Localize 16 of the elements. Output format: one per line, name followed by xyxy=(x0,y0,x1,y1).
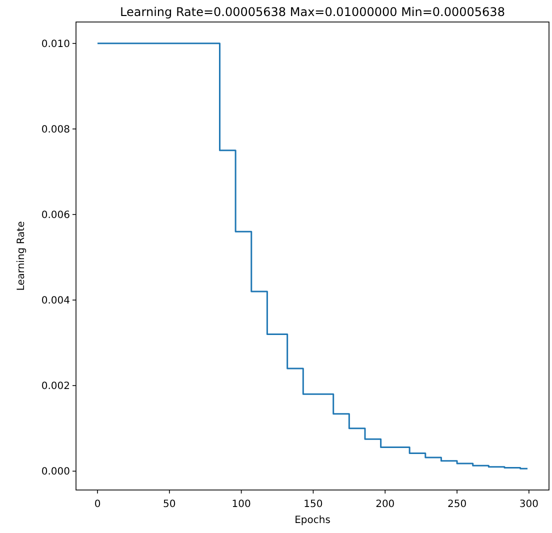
x-tick-label: 300 xyxy=(519,499,538,510)
y-tick-label: 0.010 xyxy=(41,38,70,50)
chart-title: Learning Rate=0.00005638 Max=0.01000000 Min=0.00005638 xyxy=(120,5,505,19)
y-tick-label: 0.000 xyxy=(41,466,70,478)
y-tick-label: 0.008 xyxy=(41,124,70,136)
x-tick-label: 50 xyxy=(163,499,176,510)
x-tick-label: 100 xyxy=(232,499,251,510)
y-tick-label: 0.006 xyxy=(41,210,70,222)
y-tick-label: 0.004 xyxy=(41,296,70,307)
x-tick-label: 0 xyxy=(94,499,101,510)
x-axis-title: Epochs xyxy=(294,515,330,526)
x-tick-label: 150 xyxy=(304,499,323,510)
y-tick-label: 0.002 xyxy=(41,381,70,392)
x-tick-label: 250 xyxy=(447,499,467,510)
x-tick-label: 200 xyxy=(376,499,395,510)
y-axis-title: Learning Rate xyxy=(16,221,27,291)
